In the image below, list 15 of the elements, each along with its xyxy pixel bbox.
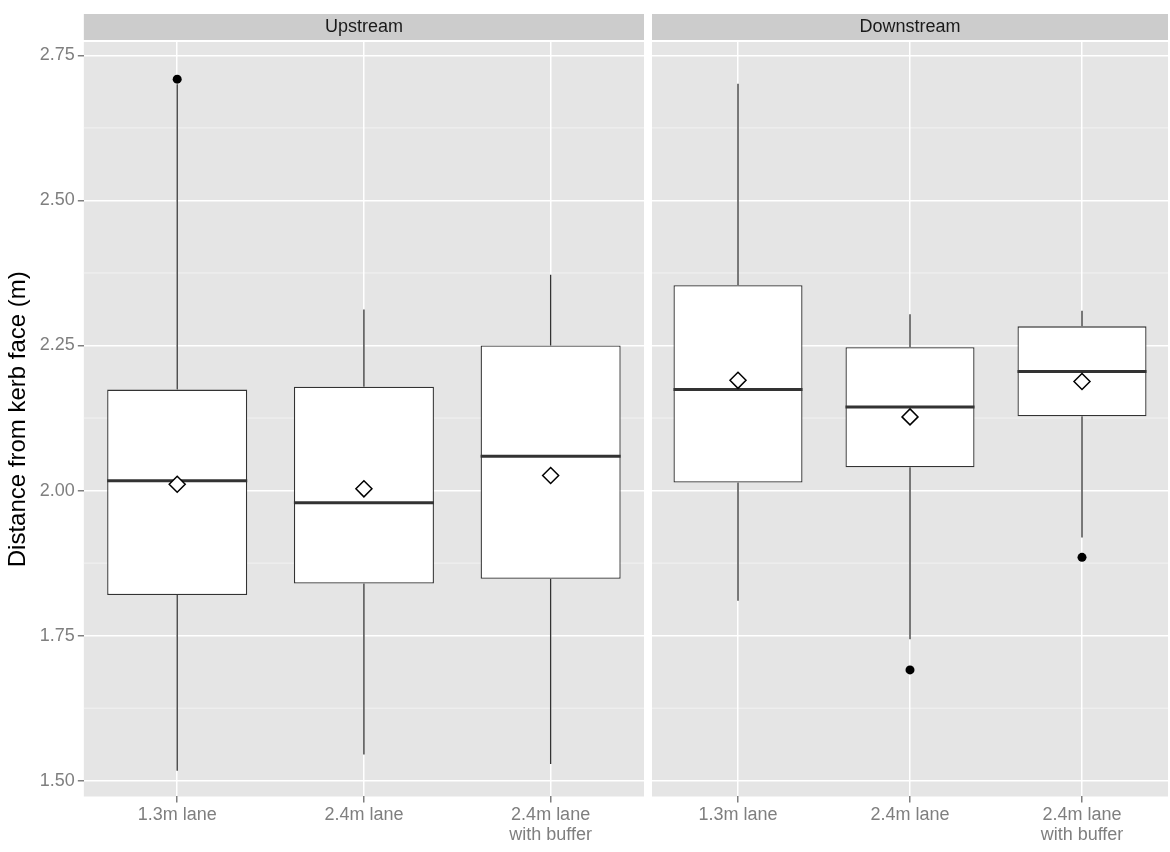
x-tick-label: 2.4m lane with buffer <box>508 804 592 845</box>
y-tick-label: 1.50 <box>39 769 75 790</box>
x-tick-label: 2.4m lane with buffer <box>1039 804 1124 845</box>
x-tick-label: 2.4m lane <box>324 804 404 825</box>
chart-title: Downstream <box>859 15 961 36</box>
y-axis-title: Distance from kerb face (m) <box>3 271 31 568</box>
x-tick-label: 1.3m lane <box>698 804 778 825</box>
chart-title: Upstream <box>324 15 403 36</box>
y-tick-label: 2.25 <box>39 334 75 355</box>
y-tick-label: 1.75 <box>39 624 75 645</box>
x-tick-label: 2.4m lane <box>870 804 950 825</box>
y-tick-label: 2.50 <box>39 189 75 210</box>
y-tick-label: 2.00 <box>39 479 75 500</box>
x-tick-label: 1.3m lane <box>137 804 217 825</box>
y-tick-label: 2.75 <box>39 44 75 65</box>
